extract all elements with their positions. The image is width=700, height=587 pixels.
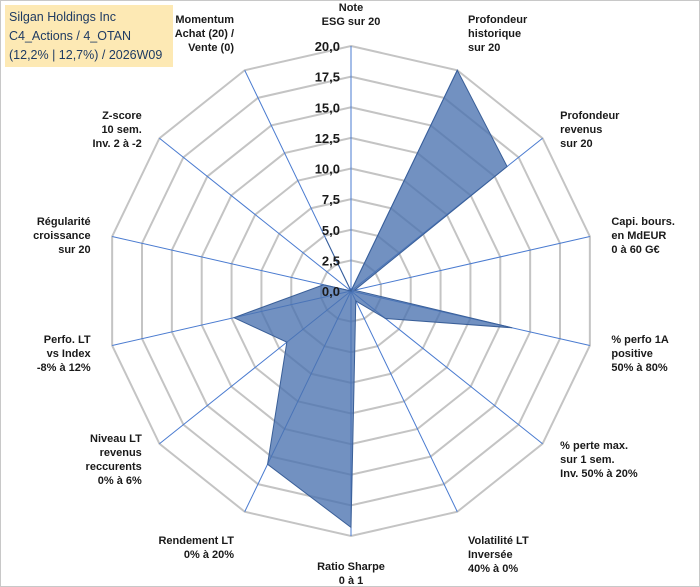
axis-label: Note ESG sur 20 <box>322 2 381 28</box>
performance-week: (12,2% | 12,7%) / 2026W09 <box>9 48 163 62</box>
tick-label: 17,5 <box>315 70 340 85</box>
axis-label: % perte max. sur 1 sem. Inv. 50% à 20% <box>560 440 638 480</box>
axis-label: Régularité croissance sur 20 <box>33 216 90 256</box>
radar-series <box>232 69 513 529</box>
radar-tick-labels: 0,0 2,5 5,0 7,5 10,0 12,5 15,0 17,5 20,0 <box>315 39 340 299</box>
tick-label: 10,0 <box>315 162 340 177</box>
axis-spoke <box>350 290 458 512</box>
tick-label: 0,0 <box>322 284 340 299</box>
axis-label: Profondeur historique sur 20 <box>468 14 528 54</box>
axis-label: Momentum Achat (20) / Vente (0) <box>175 14 235 54</box>
axis-label: Perfo. LT vs Index -8% à 12% <box>37 334 92 374</box>
company-name: Silgan Holdings Inc <box>9 10 117 24</box>
tick-label: 2,5 <box>322 253 340 268</box>
axis-label: Capi. bours. en MdEUR 0 à 60 G€ <box>611 216 675 256</box>
axis-label: Ratio Sharpe 0 à 1 <box>317 561 385 587</box>
tick-label: 7,5 <box>322 192 340 207</box>
radar-axis-labels: Note ESG sur 20 Profondeur historique sur 20… <box>33 2 675 587</box>
axis-label: Profondeur revenus sur 20 <box>560 110 620 150</box>
tick-label: 12,5 <box>315 131 340 146</box>
portfolio-path: C4_Actions / 4_OTAN <box>9 29 132 43</box>
series-area <box>232 69 513 529</box>
axis-label: Volatilité LT Inversée 40% à 0% <box>468 535 529 575</box>
axis-label: % perfo 1A positive 50% à 80% <box>611 334 669 374</box>
axis-label: Niveau LT revenus reccurents 0% à 6% <box>86 433 143 487</box>
chart-title-box: Silgan Holdings Inc C4_Actions / 4_OTAN … <box>5 5 173 67</box>
tick-label: 15,0 <box>315 100 340 115</box>
tick-label: 5,0 <box>322 223 340 238</box>
axis-spoke <box>159 137 352 292</box>
axis-spoke <box>112 235 352 292</box>
axis-label: Rendement LT 0% à 20% <box>158 535 234 561</box>
axis-label: Z-score 10 sem. Inv. 2 à -2 <box>92 110 141 150</box>
tick-label: 20,0 <box>315 39 340 54</box>
axis-spoke <box>350 235 590 292</box>
